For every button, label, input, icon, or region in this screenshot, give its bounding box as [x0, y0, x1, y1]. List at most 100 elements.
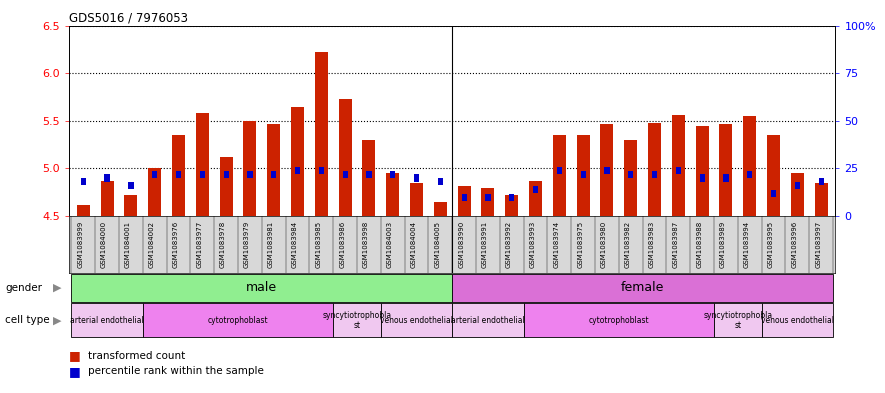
Bar	[81, 178, 86, 185]
Bar	[604, 167, 610, 174]
Text: arterial endothelial: arterial endothelial	[451, 316, 525, 325]
Bar	[219, 157, 233, 216]
Text: GSM1083990: GSM1083990	[458, 221, 464, 268]
Bar	[247, 171, 252, 178]
Bar	[334, 303, 381, 337]
Bar	[533, 186, 538, 193]
Text: GSM1083987: GSM1083987	[673, 221, 678, 268]
Bar	[176, 171, 181, 178]
Bar	[553, 135, 566, 216]
Text: GSM1084000: GSM1084000	[101, 221, 107, 268]
Text: GSM1083981: GSM1083981	[268, 221, 273, 268]
Text: GSM1084003: GSM1084003	[387, 221, 393, 268]
Bar	[723, 174, 728, 182]
Text: syncytiotrophobla
st: syncytiotrophobla st	[322, 310, 391, 330]
Bar	[524, 303, 714, 337]
Bar	[271, 171, 276, 178]
Text: GSM1083982: GSM1083982	[625, 221, 631, 268]
Text: percentile rank within the sample: percentile rank within the sample	[88, 366, 265, 376]
Bar	[200, 171, 205, 178]
Bar	[676, 167, 681, 174]
Text: GSM1083991: GSM1083991	[482, 221, 488, 268]
Bar	[152, 171, 158, 178]
Bar	[600, 124, 613, 216]
Bar	[771, 190, 776, 197]
Bar	[696, 126, 709, 216]
Bar	[104, 174, 110, 182]
Text: male: male	[246, 281, 277, 294]
Text: GSM1083974: GSM1083974	[553, 221, 559, 268]
Bar	[791, 173, 804, 216]
Text: GSM1083993: GSM1083993	[529, 221, 535, 268]
Bar	[77, 205, 90, 216]
Bar	[434, 202, 447, 216]
Bar	[319, 167, 324, 174]
Text: GSM1083984: GSM1083984	[291, 221, 297, 268]
Bar	[196, 113, 209, 216]
Text: cell type: cell type	[5, 315, 50, 325]
Text: cytotrophoblast: cytotrophoblast	[589, 316, 650, 325]
Text: GSM1083978: GSM1083978	[220, 221, 227, 268]
Bar	[481, 187, 495, 216]
Bar	[438, 178, 443, 185]
Text: GSM1084005: GSM1084005	[435, 221, 441, 268]
Bar	[72, 274, 452, 302]
Text: arterial endothelial: arterial endothelial	[70, 316, 144, 325]
Bar	[461, 193, 466, 201]
Bar	[699, 174, 704, 182]
Text: GSM1083980: GSM1083980	[601, 221, 607, 268]
Bar	[386, 173, 399, 216]
Text: GSM1083997: GSM1083997	[815, 221, 821, 268]
Text: syncytiotrophobla
st: syncytiotrophobla st	[704, 310, 773, 330]
Bar	[819, 178, 824, 185]
Text: transformed count: transformed count	[88, 351, 186, 361]
Bar	[366, 171, 372, 178]
Bar	[648, 123, 661, 216]
Bar	[414, 174, 419, 182]
Text: ■: ■	[69, 349, 81, 362]
Bar	[142, 303, 334, 337]
Bar	[795, 182, 800, 189]
Text: GSM1083988: GSM1083988	[696, 221, 702, 268]
Bar	[342, 171, 348, 178]
Text: GSM1083994: GSM1083994	[743, 221, 750, 268]
Text: GSM1083977: GSM1083977	[196, 221, 203, 268]
Text: GSM1084002: GSM1084002	[149, 221, 155, 268]
Bar	[148, 169, 161, 216]
Bar	[390, 171, 396, 178]
Bar	[410, 183, 423, 216]
Text: GSM1083976: GSM1083976	[173, 221, 179, 268]
Text: GSM1084001: GSM1084001	[125, 221, 131, 268]
Bar	[72, 303, 142, 337]
Bar	[624, 140, 637, 216]
Bar	[577, 135, 589, 216]
Text: GSM1083995: GSM1083995	[767, 221, 773, 268]
Bar	[224, 171, 228, 178]
Bar	[762, 303, 833, 337]
Bar	[672, 115, 685, 216]
Bar	[452, 274, 833, 302]
Text: ▶: ▶	[53, 315, 62, 325]
Bar	[267, 124, 281, 216]
Text: GSM1083998: GSM1083998	[363, 221, 369, 268]
Bar	[315, 52, 327, 216]
Bar	[452, 303, 524, 337]
Bar	[714, 303, 762, 337]
Bar	[747, 171, 752, 178]
Bar	[509, 193, 514, 201]
Bar	[362, 140, 375, 216]
Text: GSM1083992: GSM1083992	[505, 221, 512, 268]
Bar	[557, 167, 562, 174]
Bar	[381, 303, 452, 337]
Text: venous endothelial: venous endothelial	[761, 316, 834, 325]
Text: GSM1083996: GSM1083996	[791, 221, 797, 268]
Bar	[101, 181, 113, 216]
Bar	[172, 135, 185, 216]
Text: GSM1083989: GSM1083989	[720, 221, 726, 268]
Bar	[743, 116, 757, 216]
Bar	[291, 107, 304, 216]
Text: GSM1083983: GSM1083983	[649, 221, 655, 268]
Bar	[339, 99, 351, 216]
Bar	[125, 195, 137, 216]
Bar	[128, 182, 134, 189]
